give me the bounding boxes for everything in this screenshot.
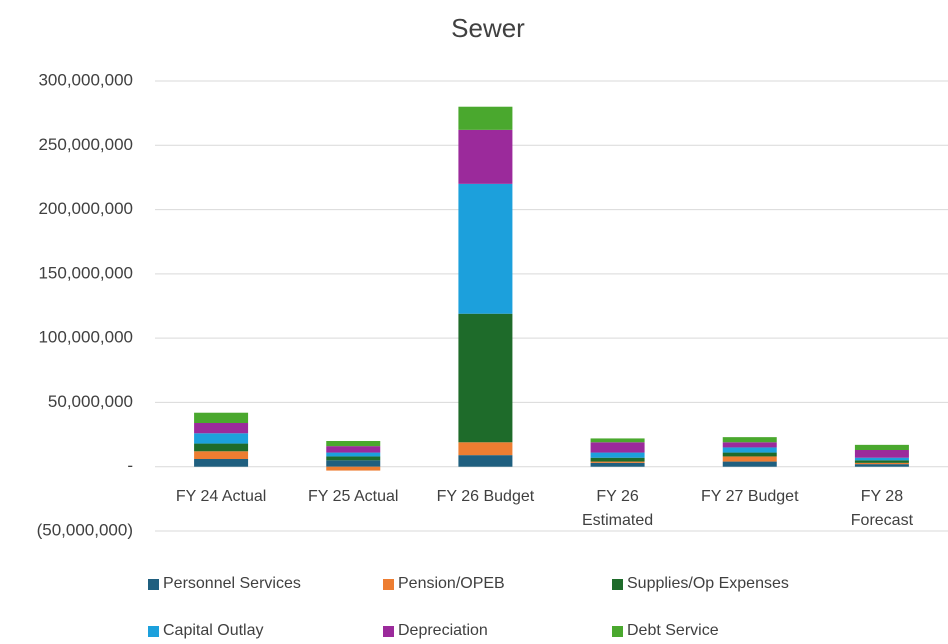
bar-segment xyxy=(458,129,513,184)
legend-swatch xyxy=(383,578,394,590)
y-tick-label: 300,000,000 xyxy=(38,70,133,89)
bar-segment xyxy=(194,451,249,459)
chart-title: Sewer xyxy=(451,13,525,43)
bar-segment xyxy=(722,452,777,457)
bar-segment xyxy=(326,452,381,457)
x-tick-label: FY 27 Budget xyxy=(700,487,799,505)
y-tick-label: (50,000,000) xyxy=(37,520,133,539)
bar-segment xyxy=(194,412,249,423)
bar-segment xyxy=(854,462,909,465)
legend-entry: Pension/OPEB xyxy=(383,575,505,593)
bar-segment xyxy=(458,455,513,467)
legend-label: Pension/OPEB xyxy=(398,575,505,592)
bar-segment xyxy=(326,441,381,447)
bar-segment xyxy=(194,423,249,434)
bar-segment xyxy=(326,460,381,467)
legend-swatch xyxy=(148,625,159,637)
bar-segment xyxy=(590,461,645,463)
bar-segment xyxy=(590,462,645,467)
bar-segment xyxy=(854,457,909,461)
legend-swatch xyxy=(612,625,623,637)
legend-swatch xyxy=(383,625,394,637)
legend-entry: Depreciation xyxy=(383,622,488,640)
legend-swatch xyxy=(612,578,623,590)
bar-segment xyxy=(722,447,777,453)
bar-segment xyxy=(326,456,381,461)
bar-segment xyxy=(590,452,645,458)
bar-segment xyxy=(722,461,777,467)
y-tick-label: - xyxy=(127,456,133,475)
legend-label: Supplies/Op Expenses xyxy=(627,575,789,592)
bar-segment xyxy=(854,460,909,463)
bar-segment xyxy=(458,313,513,443)
legend-label: Capital Outlay xyxy=(163,622,264,639)
y-tick-label: 250,000,000 xyxy=(38,135,133,154)
y-tick-label: 100,000,000 xyxy=(38,328,133,347)
y-tick-label: 150,000,000 xyxy=(38,263,133,282)
y-tick-label: 200,000,000 xyxy=(38,199,133,218)
bar-segment xyxy=(590,457,645,462)
legend-entry: Capital Outlay xyxy=(148,622,264,640)
bar-segment xyxy=(590,442,645,453)
bar-segment xyxy=(194,443,249,452)
x-tick-label: FY 28 Forecast xyxy=(850,487,914,529)
legend-entry: Personnel Services xyxy=(148,575,301,593)
x-tick-label: FY 26 Estimated xyxy=(582,487,654,529)
bar-segment xyxy=(458,183,513,314)
bar-segment xyxy=(854,444,909,450)
legend-swatch xyxy=(148,578,159,590)
legend-entry: Debt Service xyxy=(612,622,719,640)
legend-label: Depreciation xyxy=(398,622,488,639)
bar-segment xyxy=(458,106,513,130)
legend-entry: Supplies/Op Expenses xyxy=(612,575,789,593)
bar-segment xyxy=(326,466,381,471)
bar-segment xyxy=(854,450,909,458)
x-tick-label: FY 24 Actual xyxy=(175,487,267,505)
bar-segment xyxy=(194,459,249,467)
bar-segment xyxy=(722,442,777,448)
bar-segment xyxy=(722,456,777,462)
bar-segment xyxy=(194,433,249,444)
bar-segment xyxy=(854,464,909,467)
bar-segment xyxy=(722,437,777,443)
bar-segment xyxy=(326,446,381,453)
legend-label: Debt Service xyxy=(627,622,719,639)
legend-label: Personnel Services xyxy=(163,575,301,592)
bar-segment xyxy=(458,442,513,456)
y-tick-label: 50,000,000 xyxy=(48,392,133,411)
x-tick-label: FY 25 Actual xyxy=(308,487,399,505)
x-tick-label: FY 26 Budget xyxy=(436,487,535,505)
bar-segment xyxy=(590,438,645,443)
